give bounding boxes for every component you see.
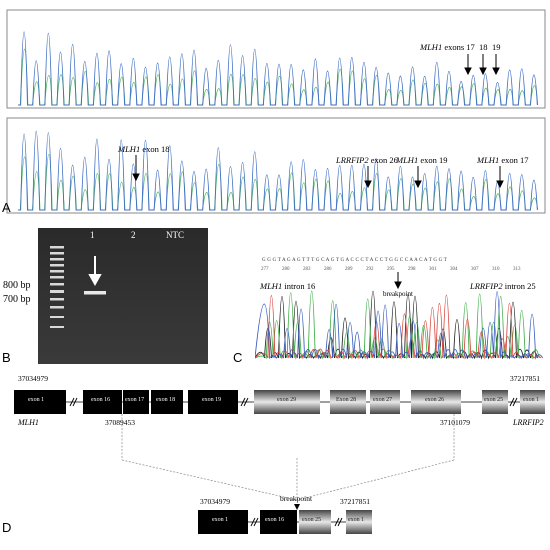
d-exon-27 bbox=[370, 390, 400, 414]
lane-label-2: 2 bbox=[131, 230, 136, 240]
ruler-label: 280 bbox=[282, 267, 290, 272]
d-label-exon-1: exon 1 bbox=[28, 397, 45, 403]
chromatogram-trace bbox=[255, 294, 542, 360]
d-label-exon-19: exon 19 bbox=[202, 397, 222, 403]
ruler-label: 307 bbox=[471, 267, 479, 272]
coord-right: 37217851 bbox=[510, 374, 540, 383]
electropherogram-traces bbox=[6, 9, 546, 214]
ruler-label: 310 bbox=[492, 267, 500, 272]
d-label-exon-25: exon 25 bbox=[484, 397, 504, 403]
d-fused-exon-25 bbox=[299, 510, 331, 534]
gel-image bbox=[38, 228, 208, 364]
panel-letter-a: A bbox=[2, 200, 11, 215]
d-exon-28 bbox=[330, 390, 366, 414]
d-exon-19 bbox=[188, 390, 238, 414]
panel-letter-b: B bbox=[2, 350, 11, 365]
d-exon-1-lrrfip2 bbox=[520, 390, 545, 414]
chromatogram-trace bbox=[255, 290, 540, 360]
position-ruler: 277 280 283 286 289 292 295 298 301 304 307 310 313 bbox=[261, 267, 521, 272]
d-label-exon-27: exon 27 bbox=[373, 397, 393, 403]
breakpoint-label-d: breakpoint bbox=[280, 494, 313, 503]
coord-mid-left: 37089453 bbox=[105, 418, 135, 427]
ruler-label: 304 bbox=[450, 267, 458, 272]
chromatogram-trace bbox=[255, 291, 543, 360]
gene-structure-diagram bbox=[14, 390, 545, 534]
lrrfip2-intron25-label: LRRFIP2 intron 25 bbox=[470, 281, 536, 291]
lane-label-1: 1 bbox=[90, 230, 95, 240]
bottom-mlh1-exon17-label: MLH1 exon 17 bbox=[477, 155, 529, 165]
sequence-text: G G G T A G A G T T T G C A G T G A C C … bbox=[262, 258, 448, 263]
d-exon-16 bbox=[83, 390, 122, 414]
top-exon-19-label: 19 bbox=[492, 42, 501, 52]
fused-label-exon-1b: exon 1 bbox=[348, 517, 365, 523]
top-mlh1-exons-label: MLH1 exons 17 bbox=[420, 42, 475, 52]
lane-label-m: M bbox=[59, 219, 68, 229]
ruler-label: 295 bbox=[387, 267, 395, 272]
ruler-label: 313 bbox=[513, 267, 521, 272]
arrows-bottom bbox=[132, 155, 504, 189]
trace-blue bbox=[18, 31, 538, 106]
ruler-label: 301 bbox=[429, 267, 437, 272]
d-fused-exon-1 bbox=[198, 510, 248, 534]
fused-label-exon-25: exon 25 bbox=[302, 517, 322, 523]
d-label-exon-26: exon 26 bbox=[425, 397, 445, 403]
lane1-band bbox=[84, 291, 106, 295]
breakpoint-label-c: breakpoint bbox=[383, 290, 413, 298]
d-exon-1 bbox=[14, 390, 66, 414]
coord-left: 37034979 bbox=[18, 374, 48, 383]
d-fused-exon-1b bbox=[346, 510, 372, 534]
bottom-lrrfip2-exon26-label: LRRFIP2 exon 26 bbox=[336, 155, 398, 165]
d-label-exon-16: exon 16 bbox=[91, 397, 111, 403]
gene-label-mlh1: MLH1 bbox=[18, 418, 39, 427]
ruler-label: 286 bbox=[324, 267, 332, 272]
fused-label-exon-16: exon 16 bbox=[265, 517, 285, 523]
fused-coord-right: 37217851 bbox=[340, 497, 370, 506]
d-exon-29 bbox=[254, 390, 320, 414]
size-800-label: 800 bp bbox=[3, 280, 31, 291]
fused-coord-left: 37034979 bbox=[200, 497, 230, 506]
bottom-mlh1-exon18-label: MLH1 exon 18 bbox=[118, 144, 170, 154]
arrows-top bbox=[464, 54, 500, 76]
gene-label-lrrfip2: LRRFIP2 bbox=[513, 418, 544, 427]
ruler-label: 292 bbox=[366, 267, 374, 272]
ladder-bands bbox=[50, 246, 64, 328]
gel-bands bbox=[38, 228, 208, 364]
d-label-exon-28: Exon 28 bbox=[336, 397, 357, 403]
size-700-label: 700 bp bbox=[3, 294, 31, 305]
ruler-label: 277 bbox=[261, 267, 269, 272]
d-label-exon-17: exon 17 bbox=[125, 397, 145, 403]
d-fused-exon-16 bbox=[260, 510, 297, 534]
coord-mid-right: 37101079 bbox=[440, 418, 470, 427]
d-exon-18 bbox=[151, 390, 183, 414]
trace-blue bbox=[18, 131, 538, 211]
ruler-label: 298 bbox=[408, 267, 416, 272]
mlh1-intron16-label: MLH1 intron 16 bbox=[260, 281, 316, 291]
d-label-exon-29: exon 29 bbox=[277, 397, 297, 403]
sequence-chromatogram bbox=[255, 272, 543, 360]
d-exon-17 bbox=[123, 390, 149, 414]
ruler-label: 289 bbox=[345, 267, 353, 272]
d-label-exon-18: exon 18 bbox=[156, 397, 176, 403]
panel-letter-c: C bbox=[233, 350, 243, 365]
panel-letter-d: D bbox=[2, 520, 12, 535]
lane-label-ntc: NTC bbox=[166, 230, 184, 240]
fused-label-exon-1: exon 1 bbox=[212, 517, 229, 523]
peaks-bottom bbox=[18, 131, 539, 211]
peaks-top bbox=[18, 31, 539, 106]
white-arrow bbox=[88, 256, 102, 287]
d-label-exon-1-lrrfip2: exon 1 bbox=[523, 397, 540, 403]
top-exon-18-label: 18 bbox=[479, 42, 488, 52]
ruler-label: 283 bbox=[303, 267, 311, 272]
trace-green bbox=[18, 154, 539, 211]
d-exon-26 bbox=[411, 390, 461, 414]
bottom-mlh1-exon19-label: MLH1 exon 19 bbox=[396, 155, 448, 165]
d-exon-25 bbox=[482, 390, 508, 414]
